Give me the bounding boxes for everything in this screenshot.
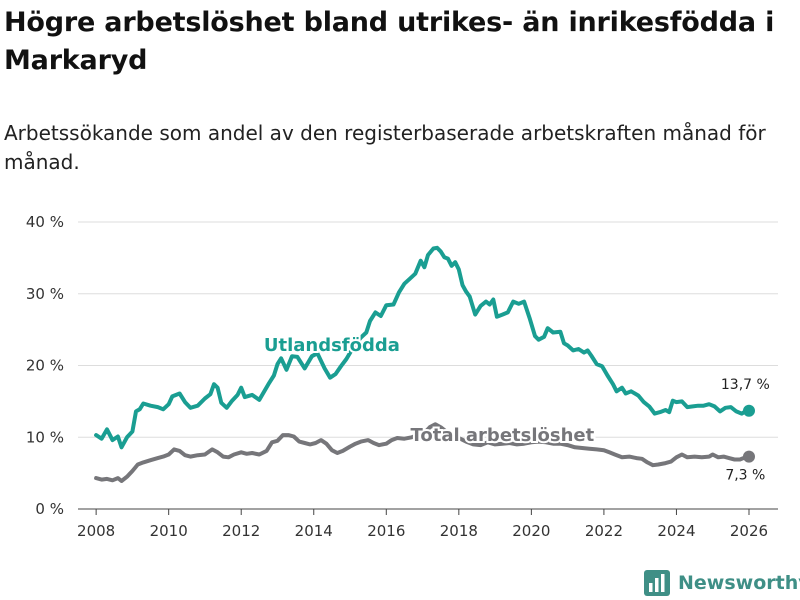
x-tick-label: 2020 — [512, 522, 550, 540]
x-tick-label: 2014 — [295, 522, 333, 540]
end-point-total-arbetsl-shet — [742, 450, 755, 463]
gridlines — [78, 221, 778, 438]
newsworthy-logo[interactable]: Newsworthy — [644, 568, 800, 598]
x-tick-label: 2012 — [222, 522, 260, 540]
bar-chart-logo-icon — [644, 570, 670, 596]
end-value-label-utlandsf-dda: 13,7 % — [721, 377, 770, 393]
y-tick-label: 0 % — [35, 500, 64, 518]
series-group — [94, 245, 755, 483]
x-tick-label: 2018 — [440, 522, 478, 540]
y-tick-label: 20 % — [26, 357, 64, 375]
x-tick-label: 2024 — [657, 522, 695, 540]
x-tick-label: 2010 — [150, 522, 188, 540]
y-tick-label: 10 % — [26, 428, 64, 446]
x-tick-label: 2022 — [585, 522, 623, 540]
series-label-total-arbetsl-shet: Total arbetslöshet — [410, 425, 594, 446]
axes: 0 % 10 % 20 % 30 % 40 % 2008 2010 2012 2014 2016 2… — [26, 213, 778, 540]
x-tick-label: 2026 — [730, 522, 768, 540]
brand-name: Newsworthy — [678, 572, 800, 594]
x-tick-label: 2008 — [77, 522, 115, 540]
chart-subtitle: Arbetssökande som andel av den registerb… — [4, 121, 766, 174]
y-tick-label: 40 % — [26, 213, 64, 231]
end-value-label-total-arbetsl-shet: 7,3 % — [725, 468, 765, 484]
series-labels: Utlandsfödda 13,7 % Total arbetslöshet 7,3 … — [262, 333, 770, 484]
series-label-utlandsf-dda: Utlandsfödda — [264, 335, 400, 356]
series-line-utlandsf-dda — [94, 245, 751, 450]
series-line-total-arbetsl-shet — [94, 422, 751, 483]
end-point-utlandsf-dda — [742, 404, 755, 417]
chart-title: Högre arbetslöshet bland utrikes- än inr… — [4, 7, 775, 76]
x-tick-label: 2016 — [367, 522, 405, 540]
y-tick-label: 30 % — [26, 285, 64, 303]
